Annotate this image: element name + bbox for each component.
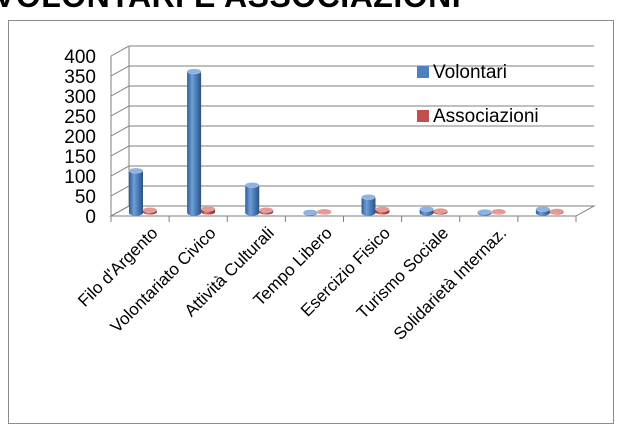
bar-associazioni-0 xyxy=(142,207,158,215)
legend-label-0: Volontari xyxy=(433,62,507,83)
legend-swatch-0 xyxy=(417,66,429,78)
bar-associazioni-3 xyxy=(317,208,332,215)
bar-volontari-1 xyxy=(186,68,202,216)
chart-frame xyxy=(8,20,614,424)
bar-volontari-4 xyxy=(361,194,376,216)
gridline-side-150 xyxy=(110,145,130,157)
x-tick-label: Volontariato Civico xyxy=(107,223,220,336)
bar-associazioni-4 xyxy=(375,206,390,215)
bar-volontari-7 xyxy=(535,206,551,216)
bar-volontari-5 xyxy=(419,206,434,216)
y-tick-label: 350 xyxy=(64,67,96,88)
gridline-side-100 xyxy=(110,165,130,177)
gridline-side-50 xyxy=(110,185,130,197)
bar-associazioni-2 xyxy=(258,207,274,215)
gridline-side-350 xyxy=(110,65,130,77)
x-tick-label: Solidarietà Internaz. xyxy=(390,223,510,343)
page-title: VOLONTARI E ASSOCIAZIONI xyxy=(0,0,461,15)
y-tick-label: 150 xyxy=(64,147,96,168)
gridline-side-250 xyxy=(110,105,130,117)
y-tick-label: 50 xyxy=(75,187,96,208)
bar-associazioni-5 xyxy=(433,207,448,215)
y-tick-label: 200 xyxy=(64,127,96,148)
legend-label-1: Associazioni xyxy=(433,106,539,127)
bar-volontari-2 xyxy=(244,182,260,216)
gridlines xyxy=(110,45,594,217)
y-tick-label: 0 xyxy=(85,207,96,228)
y-tick-label: 400 xyxy=(64,47,96,68)
y-tick-label: 100 xyxy=(64,167,96,188)
floor xyxy=(109,205,596,217)
bar-associazioni-6 xyxy=(491,208,506,215)
bar-associazioni-1 xyxy=(200,205,216,215)
bar-volontari-0 xyxy=(128,167,144,216)
gridline-side-200 xyxy=(110,125,130,137)
legend-swatch-1 xyxy=(417,110,429,122)
bar-volontari-3 xyxy=(303,209,318,216)
y-tick-label: 250 xyxy=(64,107,96,128)
legend: Volontari Associazioni xyxy=(417,62,539,127)
bars xyxy=(128,68,565,216)
bar-volontari-6 xyxy=(477,208,493,216)
bar-associazioni-7 xyxy=(549,208,565,215)
gridline-side-300 xyxy=(110,85,130,97)
axes xyxy=(109,46,596,222)
gridline-side-400 xyxy=(110,45,130,57)
y-tick-label: 300 xyxy=(64,87,96,108)
